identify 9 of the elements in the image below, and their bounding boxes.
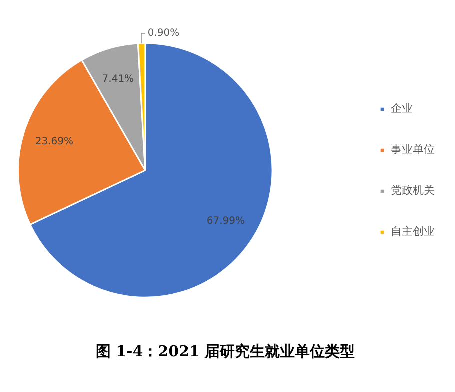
- data-label: 67.99%: [206, 216, 245, 227]
- data-label: 0.90%: [148, 28, 180, 39]
- data-label: 23.69%: [35, 136, 74, 148]
- legend-label: 党政机关: [391, 183, 435, 198]
- legend-label: 事业单位: [391, 142, 435, 157]
- legend-label: 自主创业: [391, 224, 435, 239]
- text: 图 1-4：2021 届研究生就业单位类型: [96, 342, 356, 360]
- legend-label: 企业: [391, 101, 413, 116]
- data-label: 7.41%: [102, 74, 134, 85]
